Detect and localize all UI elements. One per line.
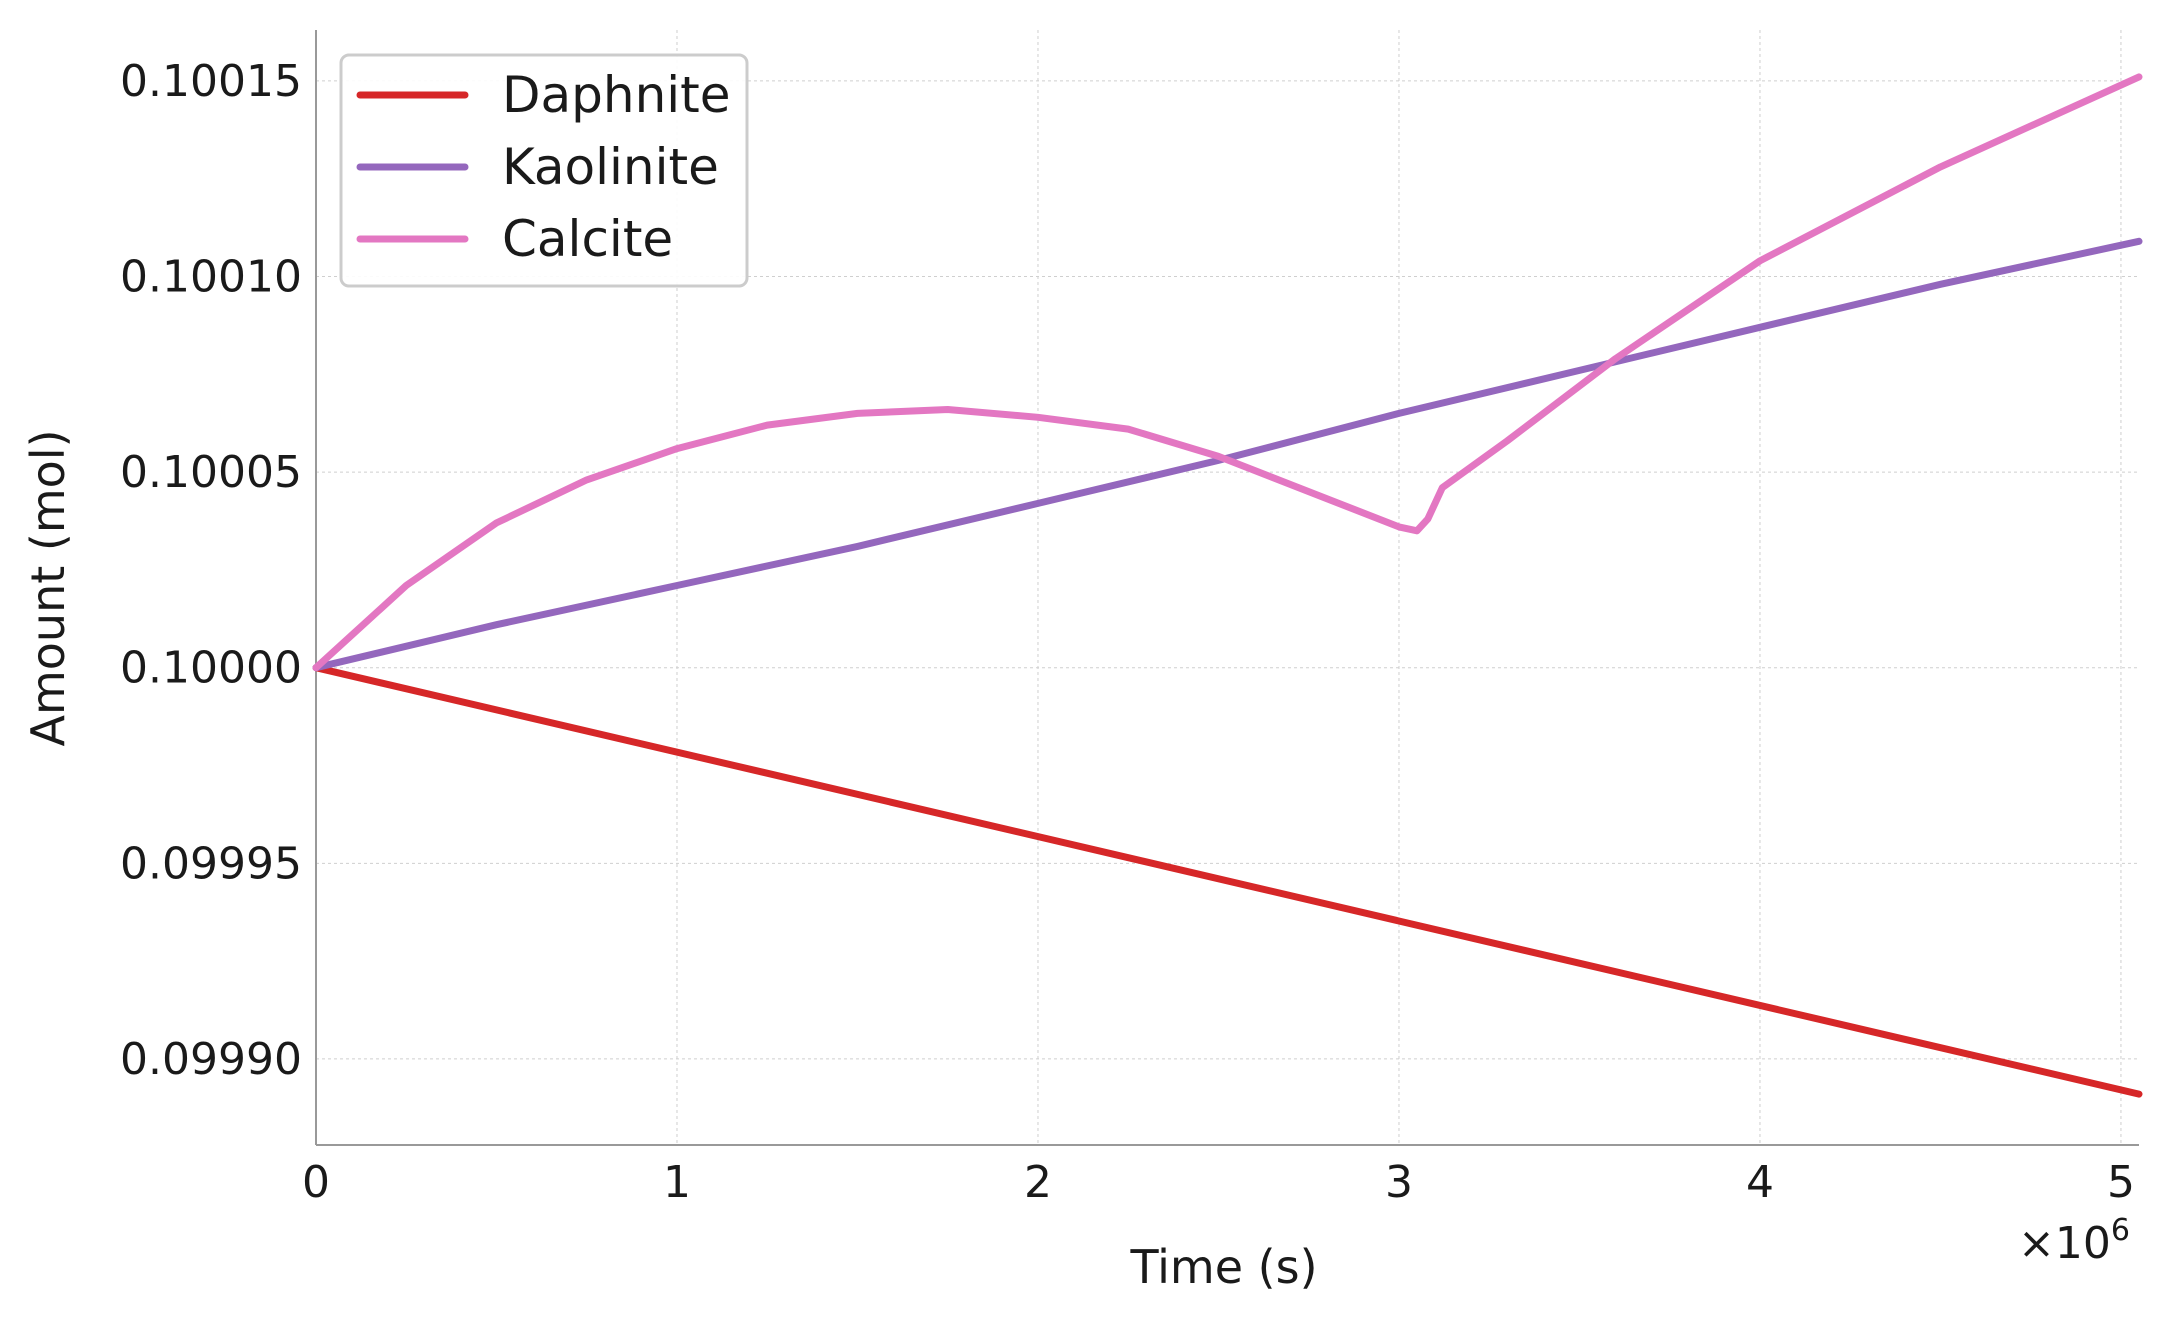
y-tick-label: 0.09995 xyxy=(120,838,302,889)
series-line-kaolinite xyxy=(312,237,2143,672)
y-tick-label: 0.10015 xyxy=(120,56,302,107)
y-tick-label: 0.10000 xyxy=(120,643,302,694)
x-multiplier-base: ×10 xyxy=(2018,1218,2111,1269)
series-line-daphnite xyxy=(312,664,2143,1098)
y-tick-label: 0.09990 xyxy=(120,1034,302,1085)
legend-frame xyxy=(339,53,749,288)
grid-layer xyxy=(315,30,2139,1145)
x-axis-label: Time (s) xyxy=(1129,1240,1317,1294)
x-axis-multiplier: ×106 xyxy=(2018,1213,2130,1269)
axes xyxy=(315,30,2139,1146)
x-multiplier-exponent: 6 xyxy=(2111,1213,2130,1248)
legend-label-kaolinite: Kaolinite xyxy=(502,138,719,196)
y-tick-label: 0.10005 xyxy=(120,447,302,498)
x-tick-label: 3 xyxy=(1385,1157,1413,1208)
legend: Daphnite Kaolinite Calcite xyxy=(339,53,749,288)
y-axis-label: Amount (mol) xyxy=(21,429,75,746)
x-tick-label: 1 xyxy=(663,1157,691,1208)
series-layer xyxy=(312,73,2143,1098)
tick-labels: 0 1 2 3 4 5 0.09990 0.09995 0.10000 0.10005 0.1001… xyxy=(120,56,2135,1208)
legend-label-daphnite: Daphnite xyxy=(502,66,731,124)
y-tick-label: 0.10010 xyxy=(120,251,302,302)
series-line-calcite xyxy=(312,73,2143,672)
x-tick-label: 2 xyxy=(1024,1157,1052,1208)
x-tick-label: 5 xyxy=(2107,1157,2135,1208)
x-tick-label: 0 xyxy=(302,1157,330,1208)
x-tick-label: 4 xyxy=(1746,1157,1774,1208)
legend-label-calcite: Calcite xyxy=(502,210,673,268)
